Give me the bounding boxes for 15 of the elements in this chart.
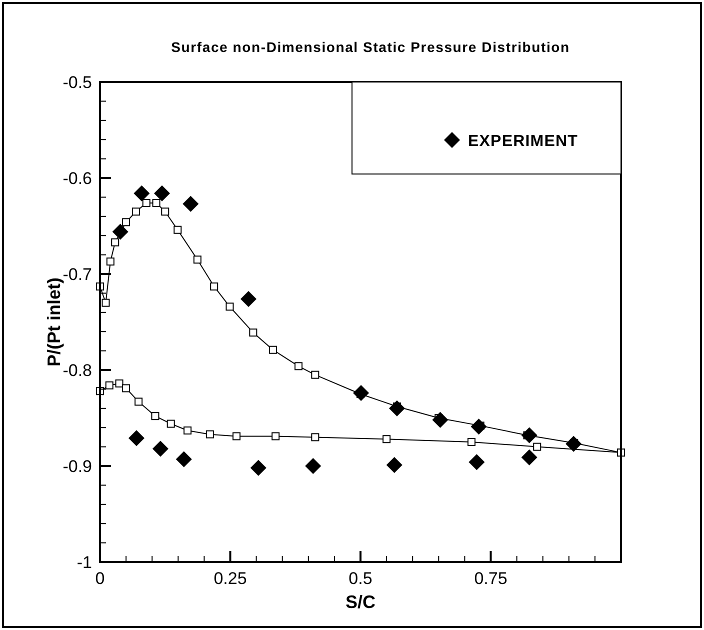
y-tick-label: -0.8	[62, 361, 92, 380]
x-tick-label: 0	[95, 569, 105, 588]
y-tick-label: -0.5	[62, 73, 92, 92]
legend-label: EXPERIMENT	[468, 133, 578, 150]
y-tick-label: -0.6	[62, 169, 92, 188]
y-axis-title: P/(Pt inlet)	[44, 277, 64, 366]
y-tick-label: -0.9	[62, 457, 92, 476]
legend: EXPERIMENT	[352, 82, 622, 174]
x-tick-label: 0.5	[348, 569, 372, 588]
y-tick-label: -1	[76, 553, 92, 572]
x-tick-label: 0.75	[474, 569, 508, 588]
x-axis-title: S/C	[345, 592, 376, 612]
x-tick-label: 0.25	[214, 569, 247, 588]
chart-title: Surface non-Dimensional Static Pressure Distribution	[171, 39, 570, 55]
y-tick-label: -0.7	[62, 265, 92, 284]
